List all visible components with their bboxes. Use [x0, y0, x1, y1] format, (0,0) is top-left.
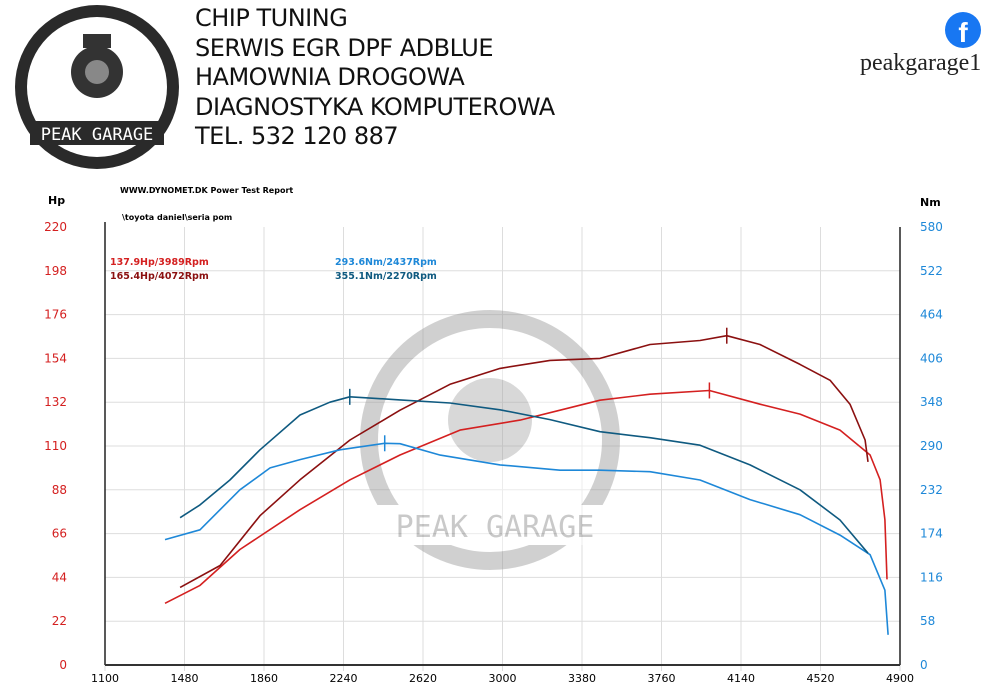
- header-line: HAMOWNIA DROGOWA: [195, 63, 465, 91]
- y-tick-label-right: 58: [920, 614, 935, 628]
- x-tick-label: 4140: [727, 672, 755, 685]
- y-tick-label-left: 22: [52, 614, 67, 628]
- x-tick-label: 3760: [648, 672, 676, 685]
- facebook-icon[interactable]: f: [945, 12, 981, 48]
- y-tick-label-right: 406: [920, 351, 943, 365]
- facebook-page-name[interactable]: peakgarage1: [860, 50, 982, 76]
- annotation-power-2: 165.4Hp/4072Rpm: [110, 271, 209, 282]
- x-tick-label: 4520: [807, 672, 835, 685]
- y-tick-label-left: 110: [44, 439, 67, 453]
- x-tick-label: 2240: [330, 672, 358, 685]
- x-tick-label: 3000: [489, 672, 517, 685]
- x-tick-label: 1480: [171, 672, 199, 685]
- series-line-2: [164, 442, 889, 635]
- y-label-left: Hp: [48, 194, 65, 207]
- header-text: CHIP TUNING SERWIS EGR DPF ADBLUE HAMOWN…: [195, 4, 555, 152]
- y-tick-label-right: 522: [920, 264, 943, 278]
- annotation-torque-2: 355.1Nm/2270Rpm: [335, 271, 437, 282]
- y-tick-label-left: 132: [44, 395, 67, 409]
- chart-subtitle: \toyota daniel\seria pom: [122, 213, 232, 222]
- series-line-1: [179, 334, 869, 589]
- y-tick-label-right: 464: [920, 308, 943, 322]
- y-tick-label-left: 0: [59, 658, 67, 672]
- watermark-text: PEAK GARAGE: [396, 510, 595, 545]
- x-tick-label: 3380: [568, 672, 596, 685]
- y-tick-label-right: 290: [920, 439, 943, 453]
- y-label-right: Nm: [920, 196, 941, 209]
- x-tick-label: 2620: [409, 672, 437, 685]
- peak-garage-logo: PEAK GARAGE: [15, 5, 179, 169]
- header-line: CHIP TUNING: [195, 4, 348, 32]
- annotation-torque-1: 293.6Nm/2437Rpm: [335, 257, 437, 268]
- header-line: DIAGNOSTYKA KOMPUTEROWA: [195, 92, 555, 121]
- y-tick-label-left: 176: [44, 308, 67, 322]
- annotation-power-1: 137.9Hp/3989Rpm: [110, 257, 209, 268]
- series-line-0: [164, 389, 888, 605]
- x-tick-label: 4900: [886, 672, 914, 685]
- header-line: SERWIS EGR DPF ADBLUE: [195, 33, 493, 62]
- y-tick-label-right: 116: [920, 570, 943, 584]
- y-tick-label-left: 154: [44, 351, 67, 365]
- y-tick-label-right: 348: [920, 395, 943, 409]
- y-tick-label-right: 580: [920, 220, 943, 234]
- series-line-3: [179, 396, 869, 554]
- y-tick-label-left: 220: [44, 220, 67, 234]
- y-tick-label-left: 88: [52, 483, 67, 497]
- x-tick-label: 1860: [250, 672, 278, 685]
- y-tick-label-right: 0: [920, 658, 928, 672]
- y-tick-label-right: 174: [920, 527, 943, 541]
- y-tick-label-left: 198: [44, 264, 67, 278]
- watermark-logo: PEAK GARAGE: [360, 310, 620, 570]
- header-line: TEL. 532 120 887: [195, 122, 399, 150]
- svg-text:PEAK GARAGE: PEAK GARAGE: [41, 125, 154, 145]
- x-tick-label: 1100: [91, 672, 119, 685]
- chart-title: WWW.DYNOMET.DK Power Test Report: [120, 186, 293, 195]
- y-tick-label-left: 66: [52, 527, 67, 541]
- y-tick-label-right: 232: [920, 483, 943, 497]
- y-tick-label-left: 44: [52, 570, 67, 584]
